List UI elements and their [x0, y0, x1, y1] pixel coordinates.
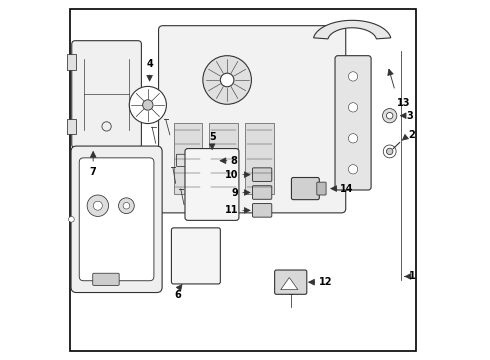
FancyBboxPatch shape: [93, 273, 119, 285]
FancyBboxPatch shape: [196, 153, 218, 168]
Text: 6: 6: [174, 290, 181, 300]
Circle shape: [143, 100, 153, 110]
FancyBboxPatch shape: [209, 123, 238, 194]
Text: 9: 9: [231, 188, 238, 198]
FancyBboxPatch shape: [71, 146, 162, 293]
FancyBboxPatch shape: [70, 9, 416, 351]
Text: 7: 7: [90, 167, 97, 177]
Circle shape: [69, 216, 74, 222]
FancyBboxPatch shape: [252, 203, 272, 217]
Circle shape: [123, 202, 130, 209]
FancyBboxPatch shape: [176, 154, 192, 166]
Circle shape: [383, 109, 397, 123]
FancyBboxPatch shape: [68, 54, 76, 70]
FancyBboxPatch shape: [245, 123, 273, 194]
Text: 8: 8: [231, 156, 238, 166]
Circle shape: [203, 56, 251, 104]
Text: 10: 10: [225, 170, 238, 180]
Circle shape: [348, 72, 358, 81]
Circle shape: [129, 86, 167, 123]
Text: 11: 11: [225, 205, 238, 215]
FancyBboxPatch shape: [252, 186, 272, 199]
FancyBboxPatch shape: [172, 228, 220, 284]
Polygon shape: [281, 278, 298, 290]
FancyBboxPatch shape: [275, 270, 307, 294]
FancyBboxPatch shape: [68, 118, 76, 134]
Circle shape: [348, 103, 358, 112]
Text: 13: 13: [397, 98, 410, 108]
Circle shape: [387, 148, 393, 155]
Text: 4: 4: [146, 59, 153, 69]
Circle shape: [348, 134, 358, 143]
Text: 5: 5: [209, 132, 216, 143]
Text: 2: 2: [408, 130, 415, 140]
Circle shape: [87, 195, 109, 216]
Circle shape: [119, 198, 134, 213]
FancyBboxPatch shape: [79, 158, 154, 281]
FancyBboxPatch shape: [292, 177, 319, 200]
Circle shape: [220, 73, 234, 87]
Circle shape: [348, 165, 358, 174]
FancyBboxPatch shape: [335, 56, 371, 190]
FancyBboxPatch shape: [252, 168, 272, 181]
Text: 1: 1: [409, 271, 416, 282]
Text: 14: 14: [341, 184, 354, 194]
Polygon shape: [314, 20, 391, 39]
FancyBboxPatch shape: [173, 123, 202, 194]
Circle shape: [387, 112, 393, 119]
FancyBboxPatch shape: [317, 182, 326, 195]
Text: 3: 3: [406, 111, 413, 121]
FancyBboxPatch shape: [72, 41, 142, 148]
FancyBboxPatch shape: [159, 26, 346, 213]
FancyBboxPatch shape: [185, 149, 239, 220]
Text: 12: 12: [318, 277, 332, 287]
Circle shape: [93, 201, 102, 210]
Circle shape: [383, 145, 396, 158]
